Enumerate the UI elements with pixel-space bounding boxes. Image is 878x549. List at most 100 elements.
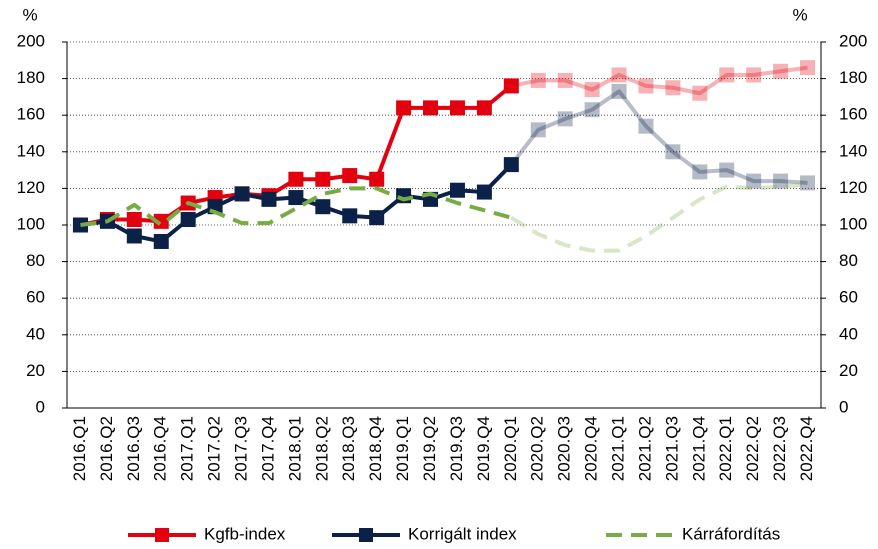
marker (369, 171, 385, 187)
y2-tick-label: 140 (839, 141, 867, 160)
marker (153, 233, 169, 249)
x-tick-label: 2019.Q2 (420, 416, 439, 481)
marker (342, 208, 358, 224)
marker (665, 144, 681, 160)
marker (261, 191, 277, 207)
y-tick-label: 100 (17, 214, 45, 233)
y-unit-left: % (22, 5, 37, 24)
marker (315, 199, 331, 215)
marker (476, 184, 492, 200)
y2-tick-label: 60 (839, 288, 858, 307)
y2-tick-label: 160 (839, 105, 867, 124)
series-line (80, 186, 512, 227)
x-tick-label: 2019.Q4 (474, 416, 493, 481)
marker (611, 83, 627, 99)
y-unit-right: % (792, 5, 807, 24)
series-line-faded (509, 89, 808, 185)
marker (449, 100, 465, 116)
marker (476, 100, 492, 116)
x-tick-label: 2018.Q3 (339, 416, 358, 481)
x-tick-label: 2021.Q3 (662, 416, 681, 481)
x-tick-label: 2016.Q4 (151, 416, 170, 481)
y-tick-label: 0 (36, 397, 45, 416)
marker (719, 162, 735, 178)
legend-marker (359, 528, 373, 542)
x-tick-label: 2018.Q4 (366, 416, 385, 481)
x-tick-label: 2021.Q4 (689, 416, 708, 481)
marker (530, 72, 546, 88)
y2-tick-label: 100 (839, 214, 867, 233)
x-tick-label: 2022.Q4 (797, 416, 816, 481)
x-tick-label: 2019.Q3 (447, 416, 466, 481)
x-tick-label: 2016.Q2 (97, 416, 116, 481)
marker (423, 100, 439, 116)
y-tick-label: 140 (17, 141, 45, 160)
series-line-faded (510, 65, 808, 96)
marker (665, 80, 681, 96)
y-tick-label: 40 (26, 324, 45, 343)
y-tick-label: 80 (26, 251, 45, 270)
marker (746, 173, 762, 189)
marker (611, 67, 627, 83)
y-tick-label: 120 (17, 178, 45, 197)
x-tick-label: 2017.Q2 (205, 416, 224, 481)
marker (369, 210, 385, 226)
legend-label: Kárráfordítás (682, 524, 780, 543)
marker (584, 102, 600, 118)
marker (800, 60, 816, 76)
marker (773, 173, 789, 189)
marker (234, 186, 250, 202)
marker (584, 82, 600, 98)
y2-tick-label: 0 (839, 397, 848, 416)
y-tick-label: 20 (26, 361, 45, 380)
series-line-faded (510, 182, 808, 253)
y-tick-label: 60 (26, 288, 45, 307)
x-tick-label: 2019.Q1 (393, 416, 412, 481)
marker (638, 118, 654, 134)
x-tick-label: 2016.Q3 (124, 416, 143, 481)
x-tick-label: 2021.Q1 (609, 416, 628, 481)
marker (315, 171, 331, 187)
marker (126, 228, 142, 244)
y2-tick-label: 20 (839, 361, 858, 380)
marker (530, 122, 546, 138)
y2-tick-label: 40 (839, 324, 858, 343)
y2-tick-label: 180 (839, 68, 867, 87)
y-tick-label: 200 (17, 31, 45, 50)
x-tick-label: 2021.Q2 (635, 416, 654, 481)
x-tick-label: 2016.Q1 (70, 416, 89, 481)
marker (449, 182, 465, 198)
legend-label: Kgfb-index (204, 524, 286, 543)
x-tick-label: 2020.Q1 (501, 416, 520, 481)
x-tick-label: 2018.Q1 (285, 416, 304, 481)
x-tick-label: 2022.Q1 (716, 416, 735, 481)
marker (396, 100, 412, 116)
marker (692, 164, 708, 180)
legend-label: Korrigált index (408, 524, 517, 543)
marker (719, 67, 735, 83)
marker (557, 72, 573, 88)
x-tick-label: 2022.Q2 (743, 416, 762, 481)
x-tick-label: 2020.Q4 (582, 416, 601, 481)
marker (288, 171, 304, 187)
marker (180, 212, 196, 228)
marker (800, 175, 816, 191)
y2-tick-label: 200 (839, 31, 867, 50)
x-tick-label: 2020.Q3 (555, 416, 574, 481)
marker (773, 63, 789, 79)
marker (692, 85, 708, 101)
marker (288, 190, 304, 206)
marker (746, 67, 762, 83)
marker (638, 78, 654, 94)
y-tick-label: 180 (17, 68, 45, 87)
marker (557, 111, 573, 127)
x-tick-label: 2017.Q3 (232, 416, 251, 481)
y2-tick-label: 120 (839, 178, 867, 197)
marker (503, 78, 519, 94)
x-tick-label: 2017.Q4 (258, 416, 277, 481)
x-tick-label: 2018.Q2 (312, 416, 331, 481)
legend-marker (155, 528, 169, 542)
marker (503, 157, 519, 173)
x-tick-label: 2022.Q3 (770, 416, 789, 481)
